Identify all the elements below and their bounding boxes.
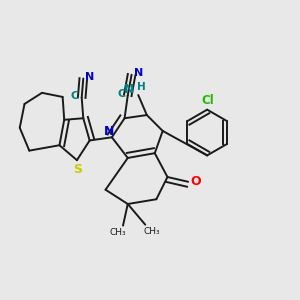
Text: O: O bbox=[191, 175, 201, 188]
Text: N: N bbox=[85, 72, 94, 82]
Text: CH₃: CH₃ bbox=[144, 227, 160, 236]
Text: Cl: Cl bbox=[201, 94, 214, 106]
Text: C: C bbox=[117, 89, 125, 99]
Text: H: H bbox=[137, 82, 146, 92]
Text: N: N bbox=[134, 68, 143, 78]
Text: N: N bbox=[124, 83, 134, 96]
Text: C: C bbox=[70, 91, 79, 101]
Text: N: N bbox=[104, 125, 115, 138]
Text: S: S bbox=[74, 163, 82, 176]
Text: CH₃: CH₃ bbox=[110, 228, 127, 237]
